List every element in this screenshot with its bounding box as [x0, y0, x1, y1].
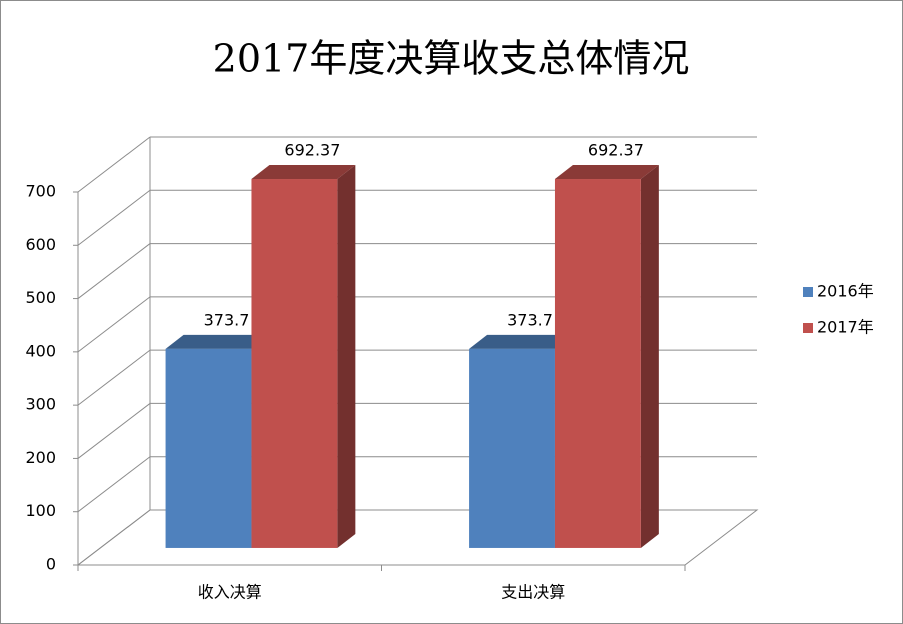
bar-top [165, 334, 270, 349]
bar-top [469, 334, 573, 349]
y-tick-label: 600 [25, 235, 56, 254]
bar-front [251, 179, 338, 548]
data-label: 692.37 [284, 141, 340, 160]
bar-side [337, 165, 356, 548]
bar-top [554, 165, 659, 180]
chart-title: 2017年度决算收支总体情况 [213, 37, 690, 81]
y-tick-label: 300 [25, 395, 56, 414]
grid-line [77, 509, 151, 566]
grid-line [77, 136, 151, 193]
legend-label: 2017年 [817, 318, 874, 337]
legend-swatch [803, 323, 813, 333]
bar-front [165, 348, 252, 548]
data-label: 373.7 [507, 310, 553, 329]
bar-front [554, 179, 641, 548]
bar [251, 165, 356, 548]
grid-line [77, 243, 151, 299]
legend-label: 2016年 [817, 282, 874, 301]
y-tick-label: 500 [25, 288, 56, 307]
y-tick-label: 100 [25, 501, 56, 520]
data-label: 373.7 [204, 310, 250, 329]
grid-line [77, 296, 151, 353]
x-tick-label: 收入决算 [198, 583, 262, 602]
x-tick-label: 支出决算 [501, 583, 565, 602]
grid-line [77, 349, 151, 406]
y-tick-label: 0 [46, 555, 56, 574]
bar [554, 165, 659, 548]
y-tick-label: 400 [25, 341, 56, 360]
bar-front [469, 348, 555, 548]
bar-side [640, 165, 659, 548]
y-tick-label: 700 [25, 182, 56, 201]
y-tick-label: 200 [25, 448, 56, 467]
bar-top [251, 165, 356, 180]
data-label: 692.37 [588, 141, 644, 160]
grid-line [77, 189, 151, 246]
grid-line [77, 403, 151, 459]
grid-line [77, 456, 151, 513]
legend-swatch [803, 287, 813, 297]
